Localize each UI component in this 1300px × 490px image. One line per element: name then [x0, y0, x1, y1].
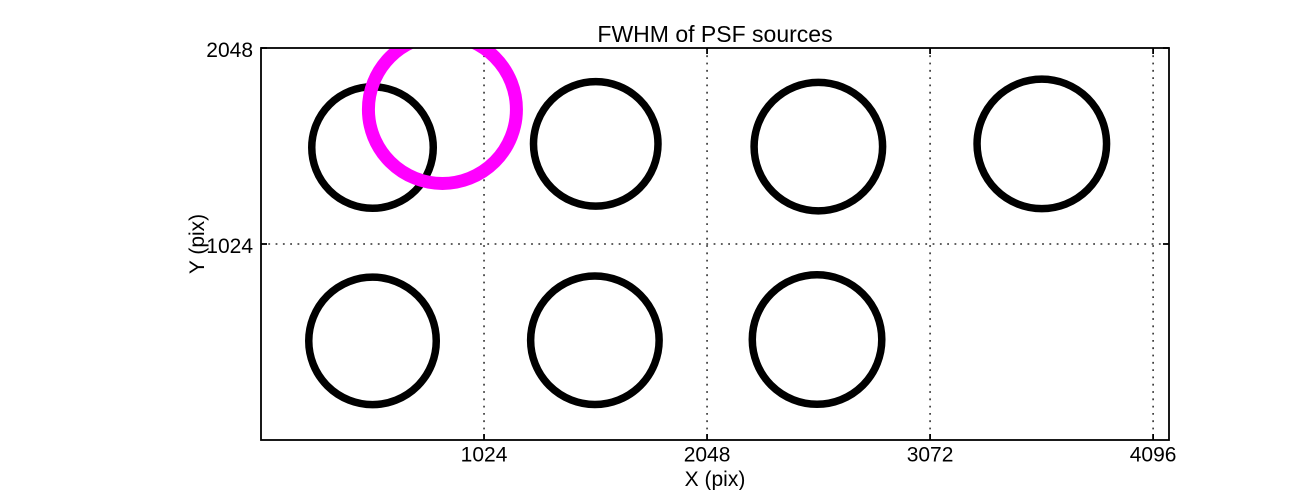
psf-source-marker: [973, 75, 1111, 213]
x-axis-label: X (pix): [685, 468, 746, 490]
x-tick-label: 4096: [1130, 444, 1177, 467]
x-tick-label: 2048: [684, 444, 731, 467]
x-tick-label: 3072: [907, 444, 954, 467]
x-tick-label: 1024: [461, 444, 508, 467]
psf-source-marker: [305, 273, 441, 409]
psf-source-marker: [750, 78, 887, 215]
psf-source-marker: [526, 272, 663, 409]
psf-source-marker: [529, 77, 662, 210]
axes-spines: [260, 47, 1170, 441]
chart-title: FWHM of PSF sources: [597, 21, 832, 47]
y-axis-label: Y (pix): [186, 214, 209, 274]
highlighted-source-marker: [361, 48, 523, 190]
y-tick-label: 2048: [206, 39, 253, 62]
y-tick-label: 1024: [206, 235, 253, 258]
psf-source-marker: [748, 271, 886, 409]
